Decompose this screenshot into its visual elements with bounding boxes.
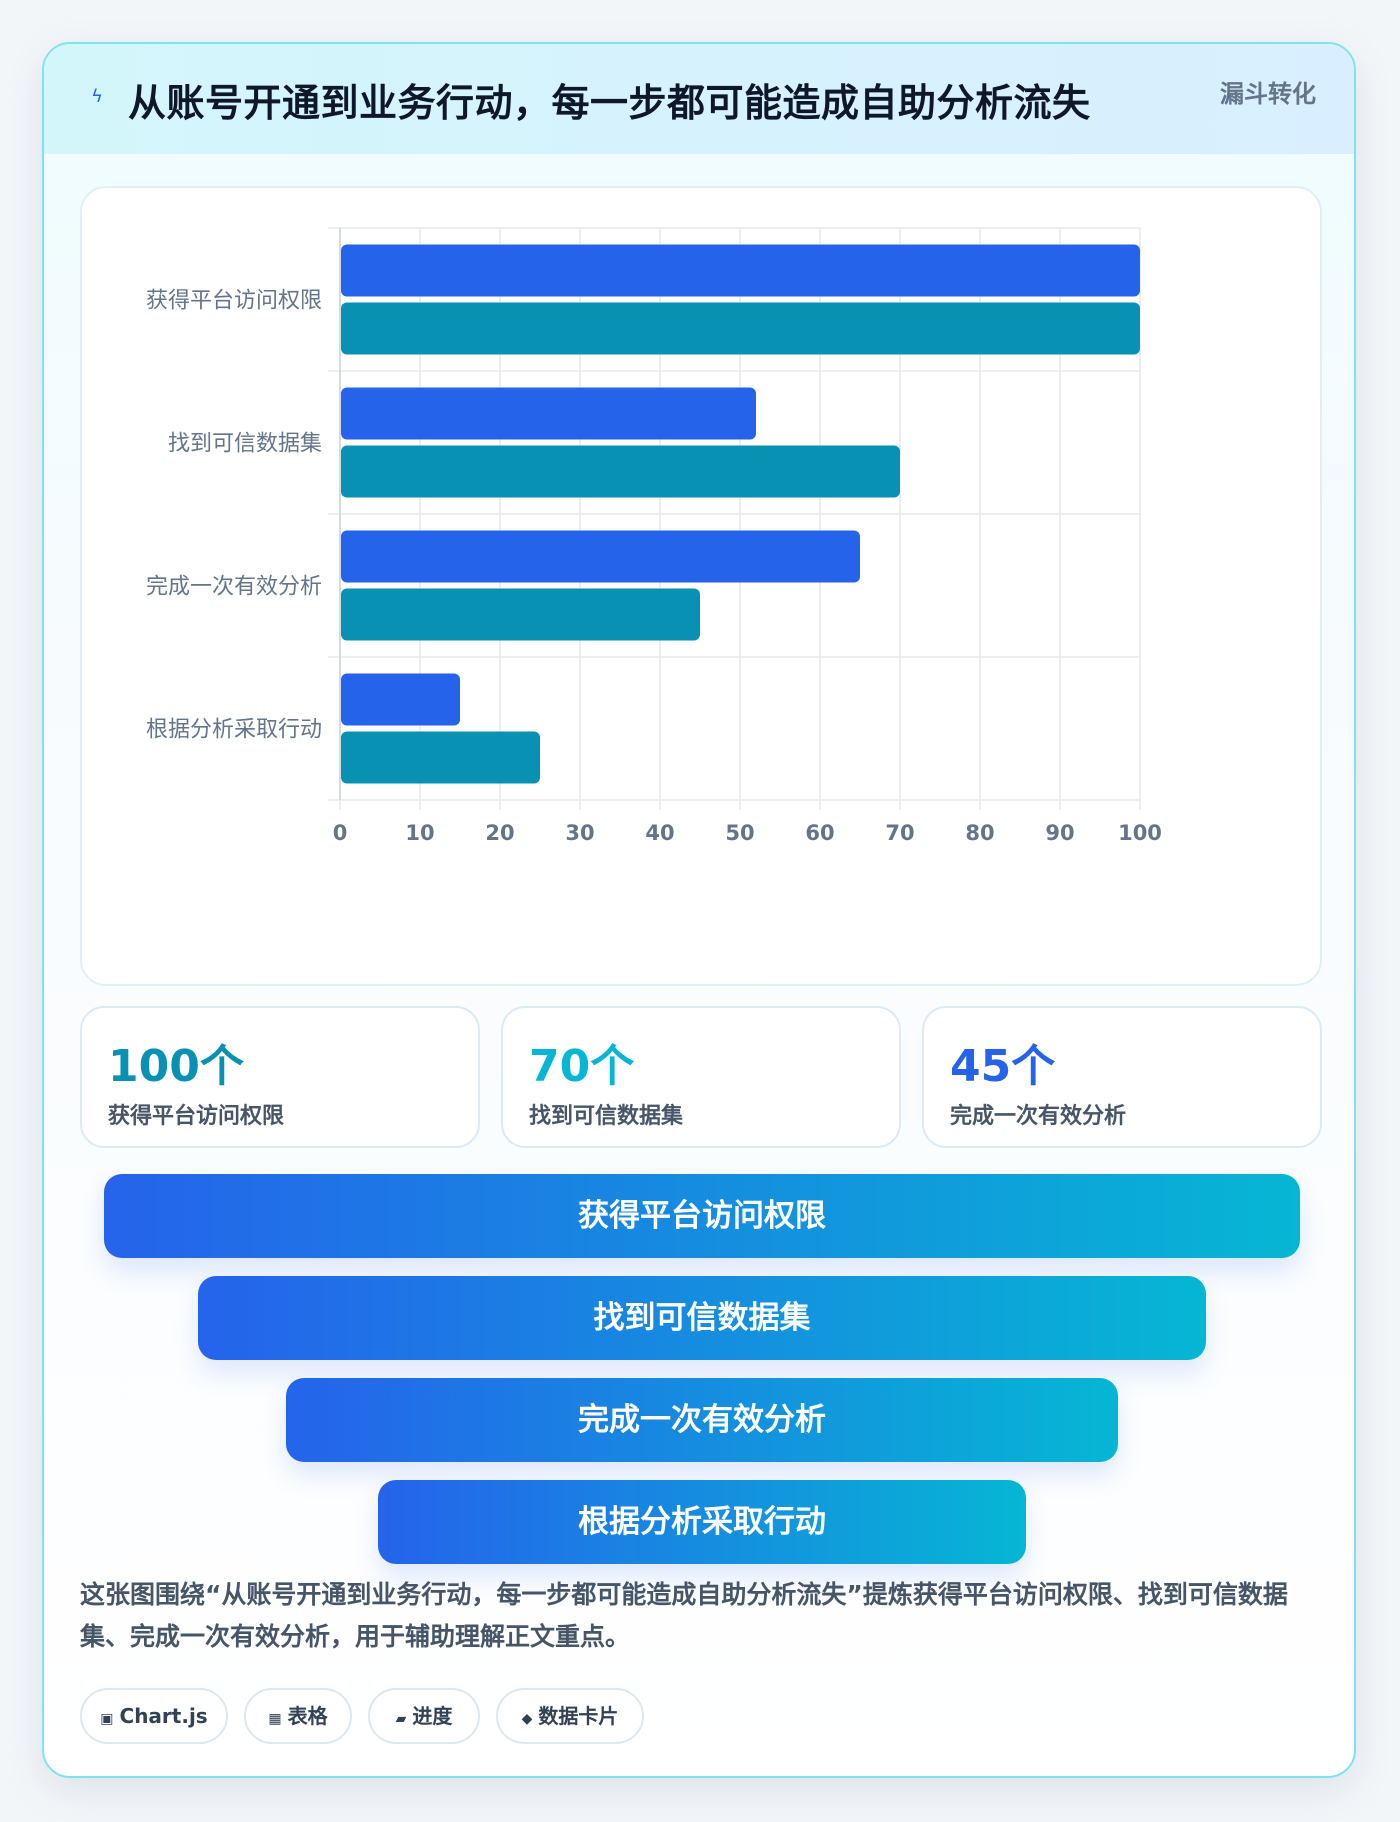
bolt-icon: ϟ — [91, 86, 103, 107]
tag-table[interactable]: ▦ 表格 — [244, 1688, 352, 1744]
stat-card-1: 100个 获得平台访问权限 — [80, 1006, 480, 1148]
stat-label: 获得平台访问权限 — [108, 1104, 285, 1129]
x-tick-label: 60 — [805, 821, 834, 845]
funnel-stage-1: 获得平台访问权限 — [104, 1174, 1300, 1258]
stat-card-2: 70个 找到可信数据集 — [501, 1006, 901, 1148]
bar-series-1 — [341, 387, 756, 440]
x-tick-label: 70 — [885, 821, 914, 845]
stat-value: 70个 — [529, 1041, 635, 1092]
progress-icon: ▰ — [395, 1711, 407, 1727]
bar-chart-panel: 0 10 20 30 40 50 60 70 80 90 100 获得平台访问权限找到可信数据集完成一… — [80, 186, 1322, 986]
y-tick-label: 找到可信数据集 — [168, 432, 322, 457]
stat-value: 100个 — [108, 1041, 244, 1092]
table-icon: ▦ — [268, 1711, 282, 1727]
tag-label: 表格 — [287, 1704, 328, 1728]
chart-card: ϟ 从账号开通到业务行动，每一步都可能造成自助分析流失 漏斗转化 0 10 20 30… — [42, 42, 1356, 1778]
tag-progress[interactable]: ▰ 进度 — [368, 1688, 480, 1744]
y-tick-label: 完成一次有效分析 — [146, 575, 322, 600]
funnel-stage-3: 完成一次有效分析 — [286, 1378, 1118, 1462]
x-tick-label: 20 — [485, 821, 514, 845]
page-title: 从账号开通到业务行动，每一步都可能造成自助分析流失 — [128, 81, 1091, 125]
chart-description: 这张图围绕“从账号开通到业务行动，每一步都可能造成自助分析流失”提炼获得平台访问… — [80, 1580, 1288, 1651]
x-tick-label: 50 — [725, 821, 754, 845]
stat-card-3: 45个 完成一次有效分析 — [922, 1006, 1322, 1148]
bar-series-1 — [341, 244, 1140, 297]
chart-icon: ▣ — [100, 1711, 114, 1727]
tag-label: 数据卡片 — [538, 1704, 619, 1728]
tag-data-card[interactable]: ◆ 数据卡片 — [496, 1688, 644, 1744]
y-tick-label: 获得平台访问权限 — [146, 289, 322, 314]
bar-chart: 0 10 20 30 40 50 60 70 80 90 100 获得平台访问权限找到可信数据集完成一… — [146, 227, 1162, 845]
bar-series-1 — [341, 530, 860, 583]
funnel-stage-4: 根据分析采取行动 — [378, 1480, 1026, 1564]
stat-label: 完成一次有效分析 — [950, 1104, 1127, 1129]
bar-series-2 — [341, 302, 1140, 355]
x-tick-label: 100 — [1118, 821, 1162, 845]
x-tick-label: 0 — [333, 821, 348, 845]
x-tick-label: 80 — [965, 821, 994, 845]
bar-series-1 — [341, 673, 460, 726]
x-tick-label: 30 — [565, 821, 594, 845]
funnel-stage-2: 找到可信数据集 — [198, 1276, 1206, 1360]
x-tick-label: 10 — [405, 821, 434, 845]
x-tick-label: 90 — [1045, 821, 1074, 845]
stat-value: 45个 — [950, 1041, 1056, 1092]
tag-label: Chart.js — [119, 1704, 208, 1728]
card-header: ϟ 从账号开通到业务行动，每一步都可能造成自助分析流失 漏斗转化 — [44, 44, 1354, 154]
x-tick-label: 40 — [645, 821, 674, 845]
tag-chartjs[interactable]: ▣ Chart.js — [80, 1688, 228, 1744]
bar-series-2 — [341, 731, 540, 784]
bar-series-2 — [341, 588, 700, 641]
category-badge: 漏斗转化 — [1220, 80, 1316, 108]
bar-series-2 — [341, 445, 900, 498]
y-tick-label: 根据分析采取行动 — [146, 718, 322, 743]
tag-label: 进度 — [412, 1704, 453, 1728]
diamond-icon: ◆ — [521, 1711, 533, 1727]
stat-label: 找到可信数据集 — [529, 1104, 684, 1129]
